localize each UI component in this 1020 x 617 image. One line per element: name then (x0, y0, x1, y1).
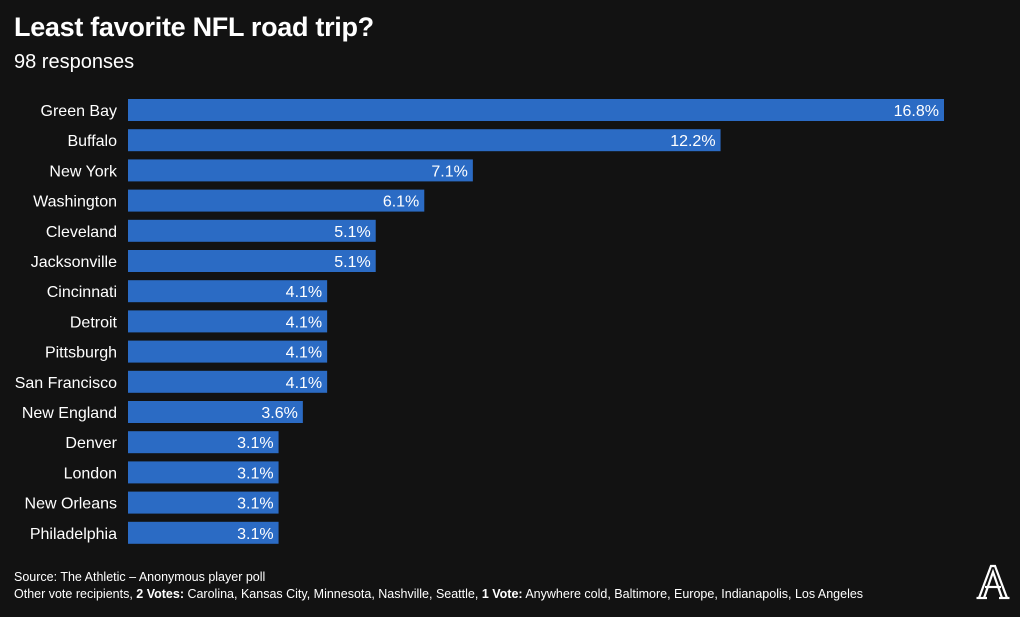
chart-subtitle: 98 responses (14, 51, 135, 73)
one-vote-label: 1 Vote: (481, 587, 523, 601)
value-label-philadelphia: 3.1% (237, 526, 273, 543)
category-label-green-bay: Green Bay (41, 103, 117, 120)
value-label-san-francisco: 4.1% (286, 375, 322, 392)
value-label-new-orleans: 3.1% (237, 496, 273, 513)
bar-buffalo (128, 129, 721, 152)
value-label-denver: 3.1% (237, 435, 273, 452)
category-label-new-york: New York (49, 163, 118, 180)
two-votes-list: Carolina, Kansas City, Minnesota, Nashvi… (183, 587, 482, 601)
value-label-new-england: 3.6% (261, 405, 297, 422)
two-votes-label: 2 Votes: (136, 587, 184, 601)
category-label-london: London (64, 465, 117, 482)
bar-detroit (128, 310, 328, 333)
category-label-washington: Washington (33, 194, 117, 211)
bar-san-francisco (128, 370, 328, 393)
category-label-detroit: Detroit (70, 314, 118, 331)
bar-new-england (128, 401, 303, 423)
value-label-green-bay: 16.8% (894, 103, 939, 120)
bar-london (128, 461, 279, 484)
chart-title: Least favorite NFL road trip? (14, 12, 374, 42)
category-label-new-england: New England (22, 405, 117, 422)
value-label-jacksonville: 5.1% (334, 254, 370, 271)
other-recipients-note: Other vote recipients, 2 Votes: Carolina… (14, 586, 863, 603)
value-label-buffalo: 12.2% (670, 133, 715, 150)
category-label-philadelphia: Philadelphia (30, 526, 117, 543)
source-note: Source: The Athletic – Anonymous player … (14, 570, 266, 584)
category-label-denver: Denver (65, 435, 117, 452)
value-label-detroit: 4.1% (286, 314, 322, 331)
bar-denver (128, 431, 279, 454)
value-label-pittsburgh: 4.1% (286, 345, 322, 362)
bar-philadelphia (128, 521, 279, 544)
bar-new-orleans (128, 491, 279, 514)
bar-cleveland (128, 219, 376, 242)
bar-jacksonville (128, 250, 376, 272)
athletic-logo-icon (976, 564, 1010, 600)
category-label-buffalo: Buffalo (67, 133, 117, 150)
category-label-cincinnati: Cincinnati (47, 284, 117, 301)
bar-washington (128, 189, 425, 212)
bar-new-york (128, 159, 473, 182)
category-label-jacksonville: Jacksonville (31, 254, 117, 271)
bar-pittsburgh (128, 340, 328, 363)
value-label-cincinnati: 4.1% (286, 284, 322, 301)
category-label-san-francisco: San Francisco (15, 375, 117, 392)
category-label-pittsburgh: Pittsburgh (45, 345, 117, 362)
value-label-cleveland: 5.1% (334, 224, 370, 241)
bar-chart: Green Bay 16.8% Buffalo 12.2% New York 7.1% Wa… (15, 99, 944, 544)
bar-green-bay (128, 99, 944, 121)
category-label-new-orleans: New Orleans (25, 496, 117, 513)
bar-cincinnati (128, 280, 328, 303)
value-label-washington: 6.1% (383, 194, 419, 211)
value-label-london: 3.1% (237, 465, 273, 482)
other-prefix: Other vote recipients, (14, 587, 137, 601)
chart-footer: Source: The Athletic – Anonymous player … (14, 569, 863, 603)
value-label-new-york: 7.1% (431, 163, 467, 180)
one-vote-list: Anywhere cold, Baltimore, Europe, Indian… (522, 587, 864, 601)
category-label-cleveland: Cleveland (46, 224, 117, 241)
